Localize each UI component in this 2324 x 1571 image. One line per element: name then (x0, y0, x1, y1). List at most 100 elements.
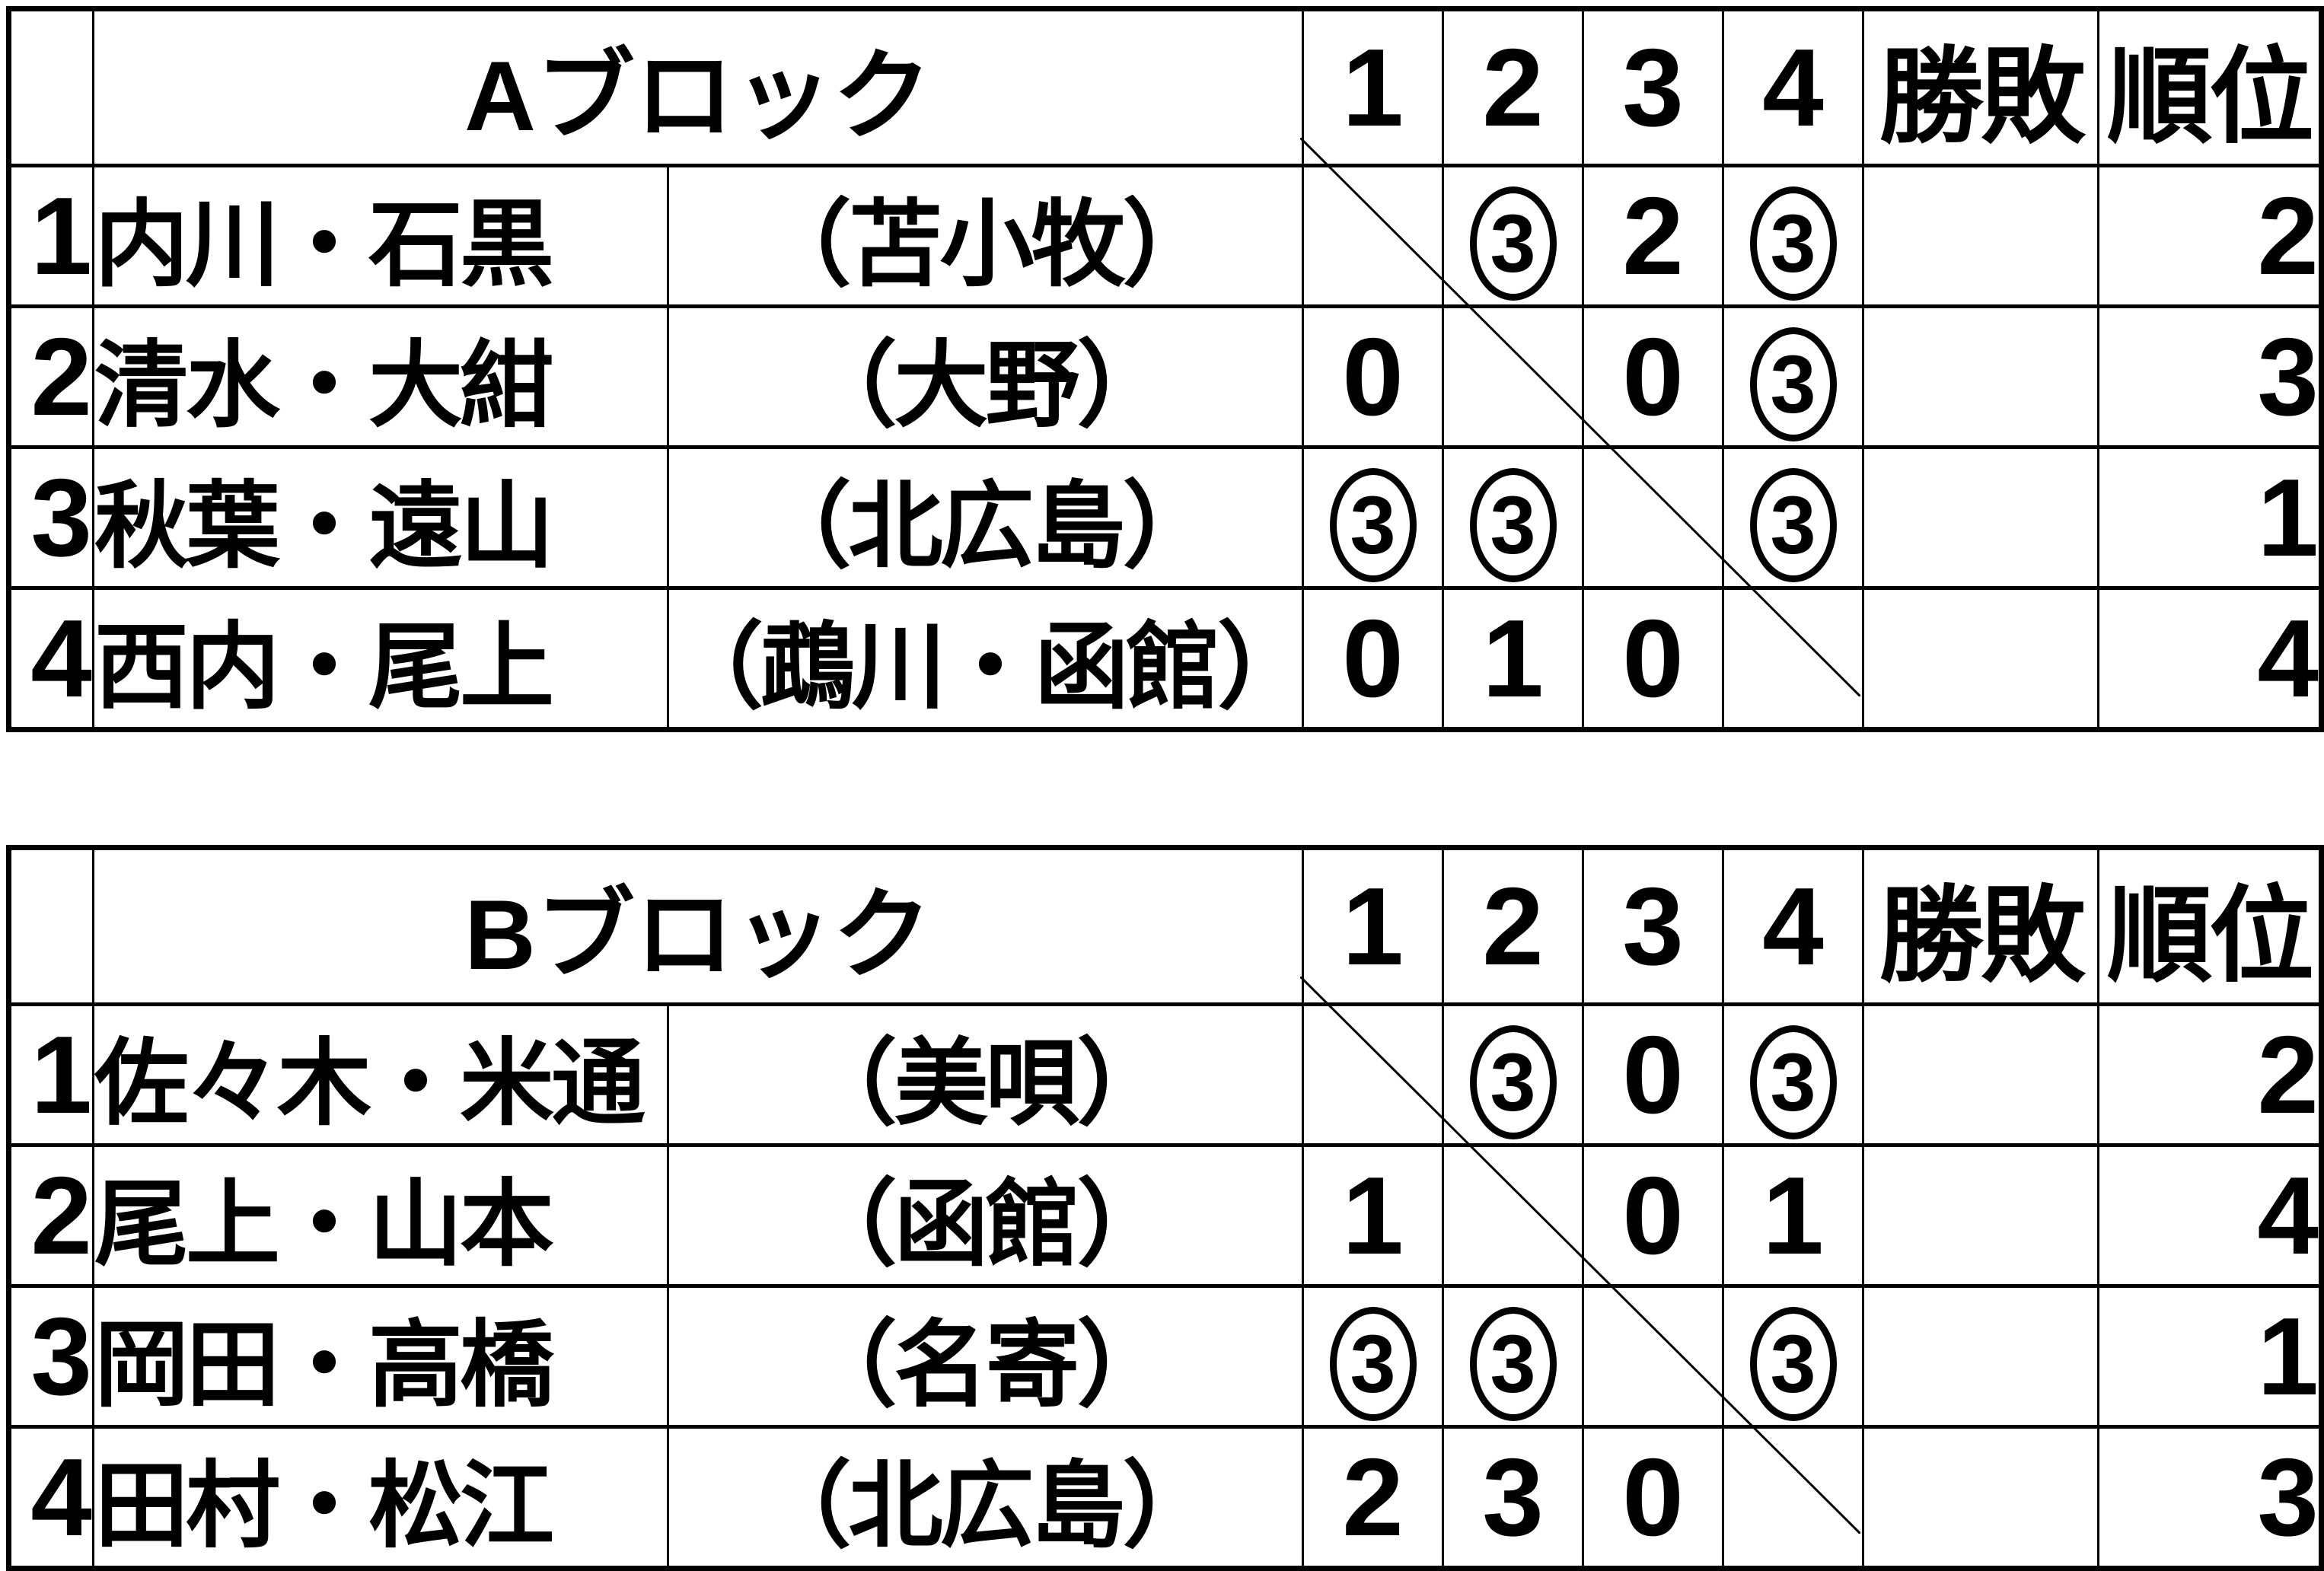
table-row: 2 尾上・山本 （函館） 1 0 1 4 (8, 1143, 2323, 1288)
rank-header: 順位 (2097, 7, 2323, 167)
table-row: 2 清水・大紺 （大野） 0 0 3 3 (8, 304, 2323, 449)
table-row: 3 岡田・高橋 （名寄） 3 3 3 1 (8, 1284, 2323, 1429)
rank-cell: 4 (2097, 1143, 2323, 1288)
score-cell: 1 (1722, 1143, 1865, 1288)
table-row: 3 秋葉・遠山 （北広島） 3 3 3 1 (8, 445, 2323, 590)
score-cell: 0 (1302, 586, 1445, 731)
score-cell: 2 (1302, 1425, 1445, 1570)
block-a-table: Aブロック 1 2 3 4 勝敗 順位 1 内川・石黒 （苫小牧） 3 2 3 2 2 清水・大… (6, 6, 2324, 732)
location-cell: （大野） (666, 304, 1305, 449)
win-loss-cell (1862, 1002, 2100, 1147)
win-loss-cell (1862, 445, 2100, 590)
opponent-col-header: 1 (1302, 846, 1445, 1006)
score-cell: 1 (1302, 1143, 1445, 1288)
win-loss-cell (1862, 164, 2100, 308)
score-cell: 3 (1722, 1002, 1865, 1147)
header-row: Bブロック 1 2 3 4 勝敗 順位 (8, 846, 2323, 1006)
block-title: Aブロック (91, 7, 1305, 167)
block-a-section: Aブロック 1 2 3 4 勝敗 順位 1 内川・石黒 （苫小牧） 3 2 3 2 2 清水・大… (6, 6, 2324, 732)
win-loss-cell (1862, 304, 2100, 449)
score-cell: 0 (1582, 1002, 1725, 1147)
pair-name-cell: 佐々木・米通 (92, 1002, 669, 1147)
table-row: 1 内川・石黒 （苫小牧） 3 2 3 2 (8, 164, 2323, 308)
rank-header: 順位 (2097, 846, 2323, 1006)
score-cell (1302, 1002, 1445, 1147)
score-cell: 3 (1722, 304, 1865, 449)
score-cell: 3 (1722, 164, 1865, 308)
opponent-col-header: 1 (1302, 7, 1445, 167)
rank-cell: 3 (2097, 304, 2323, 449)
circled-score: 3 (1749, 1306, 1837, 1421)
circled-score: 3 (1329, 1306, 1417, 1421)
rank-cell: 3 (2097, 1425, 2323, 1570)
table-row: 1 佐々木・米通 （美唄） 3 0 3 2 (8, 1002, 2323, 1147)
row-number-cell: 4 (8, 586, 94, 731)
score-cell: 3 (1442, 164, 1585, 308)
row-number-cell: 1 (8, 1002, 94, 1147)
score-cell (1582, 1284, 1725, 1429)
circled-score: 3 (1469, 1024, 1557, 1139)
location-cell: （苫小牧） (666, 164, 1305, 308)
score-cell: 3 (1722, 445, 1865, 590)
score-cell: 3 (1442, 445, 1585, 590)
circled-score: 3 (1469, 1306, 1557, 1421)
win-loss-header: 勝敗 (1862, 846, 2100, 1006)
circled-score: 3 (1749, 467, 1837, 582)
location-cell: （名寄） (666, 1284, 1305, 1429)
score-cell: 3 (1442, 1002, 1585, 1147)
win-loss-header: 勝敗 (1862, 7, 2100, 167)
opponent-col-header: 4 (1722, 846, 1865, 1006)
win-loss-cell (1862, 586, 2100, 731)
rank-cell: 2 (2097, 164, 2323, 308)
location-cell: （美唄） (666, 1002, 1305, 1147)
location-cell: （鵡川・函館） (666, 586, 1305, 731)
corner-cell (8, 7, 94, 167)
circled-score: 3 (1749, 1024, 1837, 1139)
score-cell (1442, 1143, 1585, 1288)
row-number-cell: 2 (8, 304, 94, 449)
pair-name-cell: 岡田・高橋 (92, 1284, 669, 1429)
score-cell: 0 (1582, 1143, 1725, 1288)
row-number-cell: 1 (8, 164, 94, 308)
score-cell: 0 (1582, 586, 1725, 731)
score-cell: 0 (1302, 304, 1445, 449)
opponent-col-header: 2 (1442, 7, 1585, 167)
row-number-cell: 3 (8, 445, 94, 590)
pair-name-cell: 尾上・山本 (92, 1143, 669, 1288)
score-cell: 3 (1302, 1284, 1445, 1429)
opponent-col-header: 2 (1442, 846, 1585, 1006)
location-cell: （北広島） (666, 445, 1305, 590)
block-title: Bブロック (91, 846, 1305, 1006)
score-cell: 3 (1442, 1425, 1585, 1570)
score-cell: 0 (1582, 304, 1725, 449)
score-cell (1442, 304, 1585, 449)
opponent-col-header: 3 (1582, 846, 1725, 1006)
pair-name-cell: 内川・石黒 (92, 164, 669, 308)
circled-score: 3 (1749, 327, 1837, 441)
location-cell: （函館） (666, 1143, 1305, 1288)
circled-score: 3 (1469, 186, 1557, 301)
score-cell: 2 (1582, 164, 1725, 308)
row-number-cell: 4 (8, 1425, 94, 1570)
row-number-cell: 2 (8, 1143, 94, 1288)
pair-name-cell: 清水・大紺 (92, 304, 669, 449)
opponent-col-header: 3 (1582, 7, 1725, 167)
table-row: 4 田村・松江 （北広島） 2 3 0 3 (8, 1425, 2323, 1570)
rank-cell: 2 (2097, 1002, 2323, 1147)
pair-name-cell: 田村・松江 (92, 1425, 669, 1570)
location-cell: （北広島） (666, 1425, 1305, 1570)
rank-cell: 1 (2097, 445, 2323, 590)
corner-cell (8, 846, 94, 1006)
score-cell: 1 (1442, 586, 1585, 731)
score-cell (1722, 586, 1865, 731)
score-cell (1582, 445, 1725, 590)
win-loss-cell (1862, 1425, 2100, 1570)
score-cell (1302, 164, 1445, 308)
block-b-section: Bブロック 1 2 3 4 勝敗 順位 1 佐々木・米通 （美唄） 3 0 3 2 2 尾上・山… (6, 845, 2324, 1571)
opponent-col-header: 4 (1722, 7, 1865, 167)
win-loss-cell (1862, 1143, 2100, 1288)
score-cell: 3 (1302, 445, 1445, 590)
rank-cell: 4 (2097, 586, 2323, 731)
score-cell (1722, 1425, 1865, 1570)
